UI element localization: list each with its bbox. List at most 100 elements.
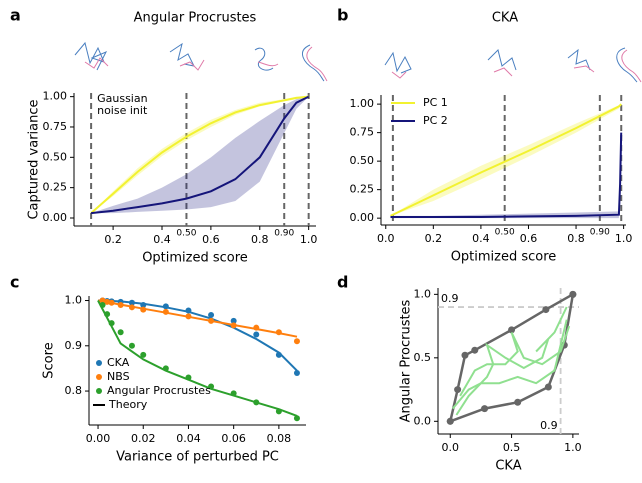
- annotation: Gaussian: [97, 92, 147, 105]
- point: [185, 307, 192, 314]
- panel-label: b: [337, 6, 348, 25]
- point: [99, 302, 106, 309]
- thumbnail: [257, 61, 279, 67]
- band: [91, 96, 309, 214]
- legend-label: PC 2: [423, 114, 448, 127]
- thumbnail: [616, 47, 638, 83]
- point: [99, 297, 106, 304]
- line: [90, 95, 309, 214]
- x-tick-label: 0.2: [425, 232, 443, 245]
- reference-label: 0.50: [176, 229, 196, 239]
- thumbnail: [493, 67, 513, 77]
- line: [390, 132, 623, 218]
- marker: [508, 326, 516, 334]
- fit-line: [97, 299, 298, 338]
- y-tick-label: 1.0: [414, 287, 432, 300]
- point: [140, 302, 147, 309]
- annotation: noise init: [97, 104, 148, 117]
- point: [117, 302, 124, 309]
- marker: [542, 306, 550, 314]
- x-tick-label: 1.0: [300, 233, 318, 246]
- x-axis-label: Optimized score: [142, 251, 248, 266]
- legend-marker: [96, 360, 102, 366]
- thumbnail: [567, 48, 591, 71]
- x-axis-label: Variance of perturbed PC: [116, 450, 279, 465]
- thumbnails: [74, 41, 642, 83]
- point: [230, 390, 237, 397]
- line: [451, 319, 568, 410]
- thumbnail: [391, 71, 407, 79]
- thumbnail: [74, 41, 108, 71]
- x-tick-label: 0.8: [251, 233, 269, 246]
- y-tick-label: 0.00: [43, 211, 68, 224]
- x-axis-label: Optimized score: [451, 250, 557, 265]
- band: [390, 129, 622, 219]
- y-axis-label: Angular Procrustes: [399, 299, 414, 422]
- point: [208, 312, 215, 319]
- line: [455, 306, 568, 416]
- thumbnail: [169, 42, 195, 67]
- legend-marker: [96, 374, 102, 380]
- thumbnail: [384, 51, 412, 74]
- thumbnail: [254, 47, 274, 71]
- legend-label: PC 1: [423, 96, 448, 109]
- y-tick-label: 0.50: [350, 154, 375, 167]
- point: [253, 324, 260, 331]
- x-tick-label: 0.5: [503, 441, 521, 454]
- y-axis-label: Score: [42, 342, 57, 378]
- point: [104, 298, 111, 305]
- marker: [481, 405, 489, 413]
- point: [293, 415, 300, 422]
- point: [108, 299, 115, 306]
- thumbnail: [621, 49, 642, 83]
- point: [108, 320, 115, 327]
- point: [185, 374, 192, 381]
- y-tick-label: 0.8: [65, 384, 83, 397]
- reference-label: 0.90: [274, 229, 294, 239]
- panel-label: d: [337, 273, 348, 292]
- legend-marker: [96, 388, 102, 394]
- thumbnail: [487, 49, 517, 71]
- panel-label: a: [10, 6, 21, 25]
- panel-label: c: [10, 273, 19, 292]
- thumbnail: [573, 65, 595, 73]
- x-tick-label: 1.0: [615, 232, 633, 245]
- x-tick-label: 0.6: [520, 232, 538, 245]
- marker: [514, 398, 522, 406]
- point: [253, 331, 260, 338]
- y-tick-label: 0.50: [43, 150, 68, 163]
- y-tick-label: 0.9: [65, 339, 83, 352]
- line: [90, 95, 310, 215]
- point: [275, 329, 282, 336]
- x-tick-label: 0.0: [442, 441, 460, 454]
- marker: [461, 351, 469, 359]
- marker: [569, 290, 577, 298]
- panel: d 0.0 0.5 1.0 0.0 0.5 1.0 CKA Angular Procrustes…: [337, 273, 582, 474]
- panel: b CKA 0.0 0.2 0.4 0.6 0.8 1.0 0.00 0.25 0.50 0.75 1.…: [337, 6, 632, 265]
- reference-label: 0.50: [495, 228, 515, 238]
- point: [162, 365, 169, 372]
- point: [128, 304, 135, 311]
- y-axis-label: Captured variance: [27, 99, 42, 219]
- y-tick-label: 1.0: [65, 294, 83, 307]
- x-tick-label: 0.02: [131, 432, 156, 445]
- y-tick-label: 1.00: [43, 90, 68, 103]
- x-tick-label: 0.8: [567, 232, 585, 245]
- point: [293, 338, 300, 345]
- marker: [471, 346, 479, 354]
- panel-title: CKA: [492, 11, 518, 26]
- point: [208, 383, 215, 390]
- point: [208, 317, 215, 324]
- x-tick-label: 0.4: [472, 232, 490, 245]
- point: [128, 299, 135, 306]
- panel-title: Angular Procrustes: [134, 11, 257, 26]
- legend-label: Theory: [108, 398, 148, 411]
- point: [230, 322, 237, 329]
- legend-label: NBS: [107, 370, 130, 383]
- line: [390, 103, 622, 217]
- legend-label: CKA: [107, 356, 130, 369]
- marker: [446, 417, 454, 425]
- point: [140, 351, 147, 358]
- y-tick-label: 0.0: [414, 414, 432, 427]
- panel: a Angular Procrustes 0.2 0.4 0.6 0.8 1.0 0.00 0.…: [10, 6, 317, 266]
